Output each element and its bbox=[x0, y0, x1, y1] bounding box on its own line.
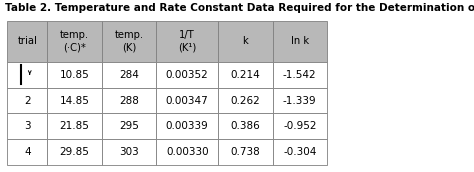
Text: k: k bbox=[242, 36, 248, 46]
Text: 303: 303 bbox=[119, 147, 139, 157]
Text: 0.386: 0.386 bbox=[230, 121, 260, 131]
Bar bbox=[273, 62, 327, 88]
Bar bbox=[218, 88, 273, 114]
Bar bbox=[47, 62, 102, 88]
Text: 0.214: 0.214 bbox=[230, 70, 260, 80]
Text: 284: 284 bbox=[119, 70, 139, 80]
Bar bbox=[7, 62, 47, 88]
Text: 288: 288 bbox=[119, 96, 139, 106]
Bar bbox=[47, 114, 102, 139]
Bar bbox=[218, 62, 273, 88]
Bar bbox=[47, 21, 102, 62]
Bar bbox=[7, 139, 47, 165]
Bar bbox=[273, 139, 327, 165]
Bar bbox=[218, 21, 273, 62]
Bar bbox=[156, 62, 218, 88]
Text: -0.304: -0.304 bbox=[283, 147, 317, 157]
Text: 0.00352: 0.00352 bbox=[166, 70, 209, 80]
Text: -1.339: -1.339 bbox=[283, 96, 317, 106]
Bar bbox=[218, 114, 273, 139]
Text: 0.00330: 0.00330 bbox=[166, 147, 209, 157]
Text: 0.262: 0.262 bbox=[230, 96, 260, 106]
Bar bbox=[102, 62, 156, 88]
Bar bbox=[102, 88, 156, 114]
Text: ln k: ln k bbox=[291, 36, 309, 46]
Bar bbox=[7, 21, 47, 62]
Text: 21.85: 21.85 bbox=[60, 121, 90, 131]
Text: trial: trial bbox=[18, 36, 37, 46]
Bar bbox=[156, 88, 218, 114]
Bar bbox=[156, 114, 218, 139]
Bar bbox=[273, 21, 327, 62]
Bar bbox=[7, 88, 47, 114]
Bar bbox=[102, 21, 156, 62]
Bar bbox=[156, 139, 218, 165]
Bar bbox=[156, 21, 218, 62]
Text: 2: 2 bbox=[24, 96, 30, 106]
Text: 10.85: 10.85 bbox=[60, 70, 90, 80]
Text: -1.542: -1.542 bbox=[283, 70, 317, 80]
Text: 0.00339: 0.00339 bbox=[166, 121, 209, 131]
Text: 295: 295 bbox=[119, 121, 139, 131]
Text: 3: 3 bbox=[24, 121, 30, 131]
Bar bbox=[102, 139, 156, 165]
Bar bbox=[47, 139, 102, 165]
Text: 29.85: 29.85 bbox=[60, 147, 90, 157]
Text: 0.738: 0.738 bbox=[230, 147, 260, 157]
Text: 4: 4 bbox=[24, 147, 30, 157]
Bar bbox=[273, 88, 327, 114]
Bar bbox=[7, 114, 47, 139]
Bar bbox=[102, 114, 156, 139]
Text: temp.
(K): temp. (K) bbox=[115, 30, 144, 52]
Bar bbox=[47, 88, 102, 114]
Bar bbox=[273, 114, 327, 139]
Bar bbox=[218, 139, 273, 165]
Text: Table 2. Temperature and Rate Constant Data Required for the Determination of Eₐ: Table 2. Temperature and Rate Constant D… bbox=[5, 3, 474, 13]
Text: 14.85: 14.85 bbox=[60, 96, 90, 106]
Text: temp.
(·C)*: temp. (·C)* bbox=[60, 30, 89, 52]
Text: 1/T
(K¹): 1/T (K¹) bbox=[178, 30, 196, 52]
Text: -0.952: -0.952 bbox=[283, 121, 317, 131]
Text: 0.00347: 0.00347 bbox=[166, 96, 209, 106]
